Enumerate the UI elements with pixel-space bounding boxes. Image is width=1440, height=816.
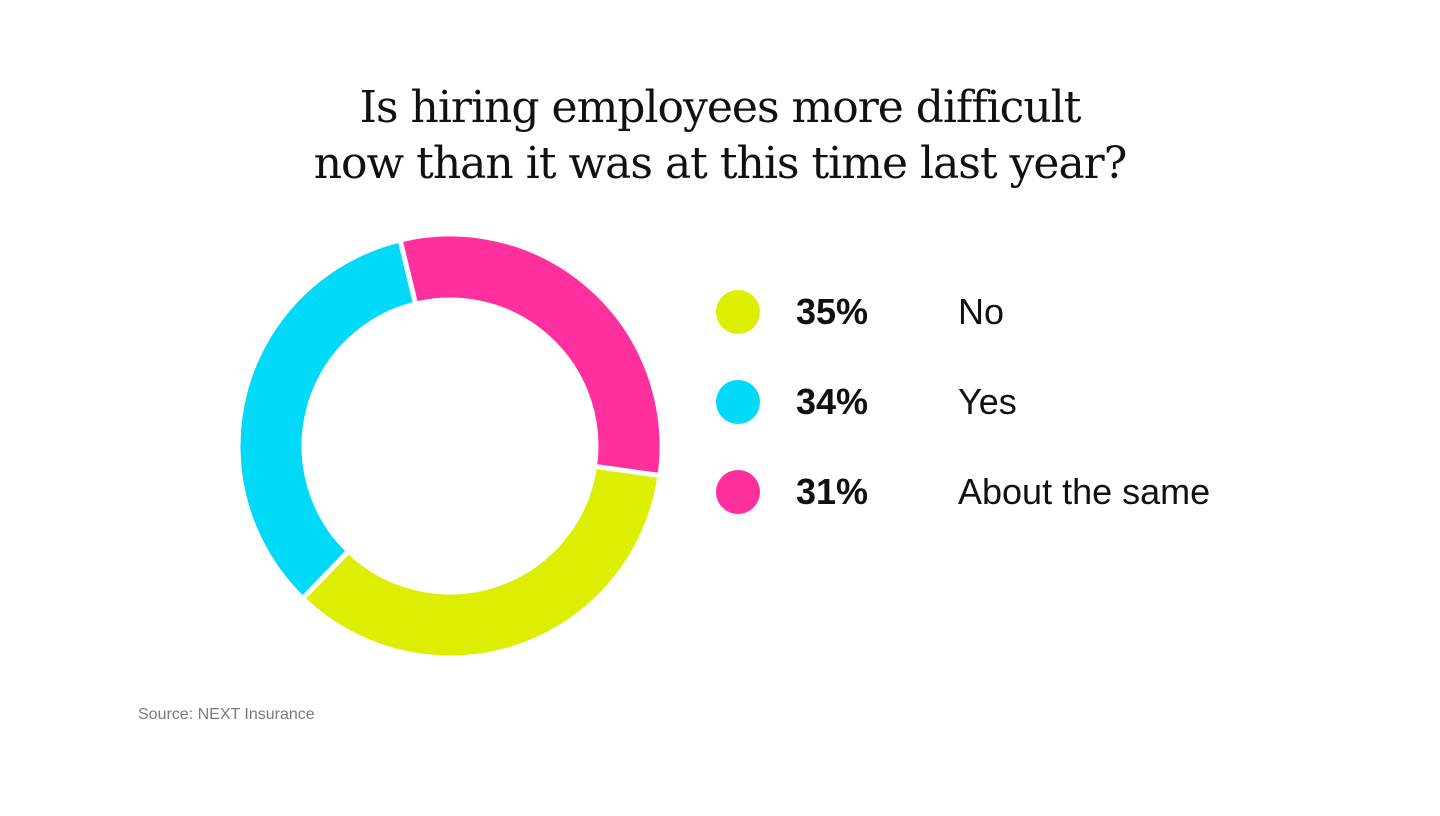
legend-value-no: 35% <box>796 291 869 332</box>
chart-title: Is hiring employees more difficult now t… <box>0 80 1440 192</box>
legend-label-no: No <box>958 291 1005 332</box>
source-note: Source: NEXT Insurance <box>138 706 315 723</box>
donut-slice-yes <box>235 236 419 603</box>
chart-title-line-2: now than it was at this time last year? <box>313 138 1128 189</box>
legend-dot-yes <box>716 380 760 424</box>
legend-label-about-the-same: About the same <box>958 471 1211 512</box>
donut-slice-no <box>299 463 663 661</box>
legend-dot-no <box>716 290 760 334</box>
legend-label-yes: Yes <box>958 381 1017 422</box>
chart-title-line-1: Is hiring employees more difficult <box>359 82 1082 133</box>
donut-slice-about-the-same <box>397 231 665 479</box>
legend-value-about-the-same: 31% <box>796 471 869 512</box>
legend-dot-about-the-same <box>716 470 760 514</box>
legend-value-yes: 34% <box>796 381 869 422</box>
